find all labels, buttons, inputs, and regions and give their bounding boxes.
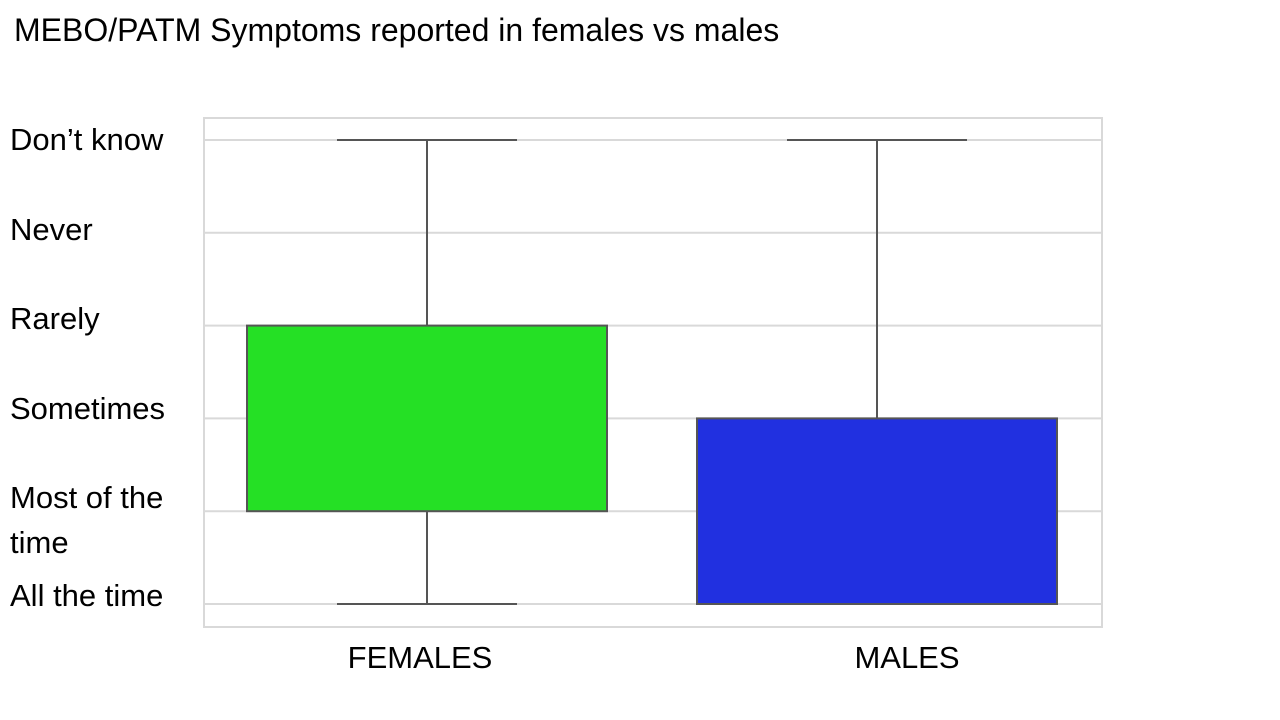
- x-tick-label-females: FEMALES: [347, 640, 493, 675]
- y-tick-label: Sometimes: [10, 391, 166, 426]
- y-tick-label: Most of the time: [10, 480, 164, 560]
- y-tick-label: All the time: [10, 578, 164, 613]
- box-females: [246, 324, 608, 513]
- box-group: [246, 139, 1058, 605]
- y-tick-label: Rarely: [10, 301, 100, 336]
- y-tick-label: Never: [10, 212, 93, 247]
- box-males: [696, 417, 1058, 605]
- x-tick-label-males: MALES: [854, 640, 960, 675]
- y-tick-label: Don’t know: [10, 122, 164, 157]
- chart-title: MEBO/PATM Symptoms reported in females v…: [14, 12, 780, 48]
